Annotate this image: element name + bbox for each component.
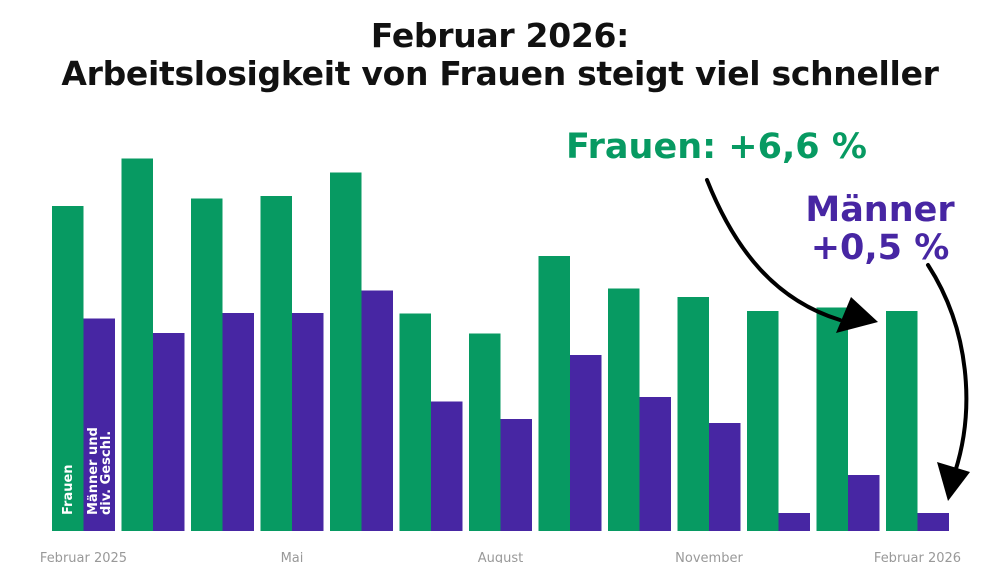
bar-men-7 [570, 355, 602, 531]
bar-men-11 [848, 475, 880, 531]
arrowhead-men [937, 462, 970, 501]
annotation-men-change: Männer +0,5 % [780, 191, 980, 267]
x-tick-label-0: Februar 2025 [40, 551, 127, 563]
bar-men-4 [361, 290, 393, 531]
bars-group [52, 158, 949, 531]
chart-title-line-1: Februar 2026: [370, 16, 630, 55]
bar-women-4 [330, 172, 362, 531]
arrow-women [705, 178, 842, 322]
bar-women-9 [677, 297, 709, 531]
bar-women-7 [538, 256, 570, 531]
bar-men-2 [222, 313, 254, 531]
x-tick-label-12: Februar 2026 [874, 551, 961, 563]
bar-women-1 [121, 158, 153, 531]
x-tick-label-6: August [478, 551, 524, 563]
bar-men-10 [778, 513, 810, 531]
bar-women-0 [52, 206, 84, 531]
in-bar-legend: Frauen Männer und div. Geschl. [61, 427, 114, 515]
legend-men-label-line-1: Männer und [86, 427, 101, 515]
x-axis-tick-labels: Februar 2025 Mai August November Februar 202… [40, 551, 961, 563]
bar-men-6 [500, 419, 532, 531]
annotation-men-line-1: Männer [805, 190, 955, 230]
chart-title-line-2: Arbeitslosigkeit von Frauen steigt viel … [61, 54, 939, 93]
bar-women-12 [886, 311, 918, 531]
legend-men-label-line-2: div. Geschl. [99, 431, 114, 515]
legend-women-label: Frauen [61, 464, 76, 515]
bar-men-5 [431, 401, 463, 531]
annotation-men-line-2: +0,5 % [810, 228, 950, 268]
bar-men-12 [917, 513, 949, 531]
bar-men-1 [153, 333, 185, 531]
arrow-men [926, 263, 969, 474]
bar-women-10 [747, 311, 779, 531]
bar-men-3 [292, 313, 324, 531]
x-tick-label-9: November [675, 551, 743, 563]
x-tick-label-3: Mai [281, 551, 304, 563]
bar-women-2 [191, 198, 223, 531]
bar-women-6 [469, 333, 501, 531]
bar-men-8 [639, 397, 671, 531]
bar-women-11 [816, 307, 848, 531]
annotation-women-change: Frauen: +6,6 % [566, 127, 867, 167]
bar-women-5 [399, 313, 431, 531]
bar-men-0 [83, 318, 115, 531]
bar-women-3 [260, 196, 292, 531]
arrowhead-women [836, 297, 878, 333]
bar-men-9 [709, 423, 741, 531]
bar-women-8 [608, 288, 640, 531]
